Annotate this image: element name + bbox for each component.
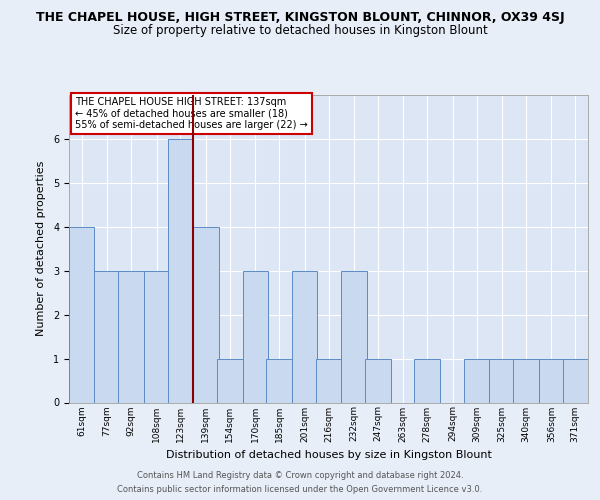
- Bar: [513, 358, 539, 403]
- Bar: [266, 358, 292, 403]
- Bar: [464, 358, 489, 403]
- Bar: [341, 270, 367, 402]
- Text: Contains public sector information licensed under the Open Government Licence v3: Contains public sector information licen…: [118, 485, 482, 494]
- Text: Contains HM Land Registry data © Crown copyright and database right 2024.: Contains HM Land Registry data © Crown c…: [137, 471, 463, 480]
- Bar: [292, 270, 317, 402]
- Bar: [118, 270, 144, 402]
- X-axis label: Distribution of detached houses by size in Kingston Blount: Distribution of detached houses by size …: [166, 450, 491, 460]
- Y-axis label: Number of detached properties: Number of detached properties: [36, 161, 46, 336]
- Bar: [539, 358, 564, 403]
- Bar: [144, 270, 169, 402]
- Bar: [94, 270, 120, 402]
- Bar: [316, 358, 341, 403]
- Bar: [242, 270, 268, 402]
- Text: THE CHAPEL HOUSE HIGH STREET: 137sqm
← 45% of detached houses are smaller (18)
5: THE CHAPEL HOUSE HIGH STREET: 137sqm ← 4…: [75, 96, 308, 130]
- Bar: [365, 358, 391, 403]
- Text: Size of property relative to detached houses in Kingston Blount: Size of property relative to detached ho…: [113, 24, 487, 37]
- Bar: [168, 139, 193, 402]
- Bar: [489, 358, 515, 403]
- Text: THE CHAPEL HOUSE, HIGH STREET, KINGSTON BLOUNT, CHINNOR, OX39 4SJ: THE CHAPEL HOUSE, HIGH STREET, KINGSTON …: [35, 11, 565, 24]
- Bar: [193, 227, 218, 402]
- Bar: [563, 358, 588, 403]
- Bar: [217, 358, 242, 403]
- Bar: [415, 358, 440, 403]
- Bar: [69, 227, 94, 402]
